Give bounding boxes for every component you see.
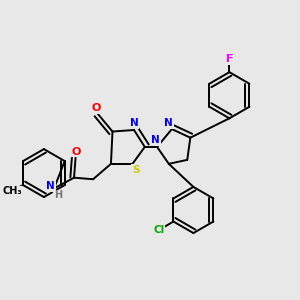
Text: F: F bbox=[226, 54, 233, 64]
Text: O: O bbox=[71, 146, 81, 157]
Text: S: S bbox=[132, 165, 139, 175]
Text: N: N bbox=[130, 118, 138, 128]
Text: N: N bbox=[46, 181, 55, 191]
Text: N: N bbox=[164, 118, 173, 128]
Text: Cl: Cl bbox=[153, 225, 164, 235]
Text: CH₃: CH₃ bbox=[3, 186, 22, 196]
Text: N: N bbox=[151, 135, 160, 145]
Text: O: O bbox=[92, 103, 101, 113]
Text: H: H bbox=[54, 190, 62, 200]
